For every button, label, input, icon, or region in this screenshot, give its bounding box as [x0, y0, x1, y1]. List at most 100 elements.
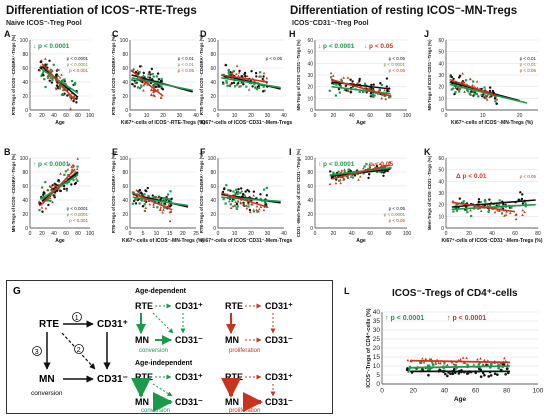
data-point: [499, 362, 502, 365]
data-point: [458, 87, 461, 91]
data-point: [523, 200, 526, 204]
rte-node: RTE: [39, 319, 59, 330]
regression-line-red: [221, 192, 268, 208]
data-point: [456, 87, 459, 91]
data-point: [370, 83, 373, 87]
data-point: [170, 197, 173, 200]
mn-node-red-ind: MN: [225, 397, 239, 407]
circle-1: 1: [75, 315, 79, 322]
p-value-label: p < 0.05: [520, 68, 537, 73]
data-point: [242, 83, 245, 86]
data-point: [158, 196, 161, 199]
circle-3: 3: [35, 349, 39, 356]
x-tick-label: 40: [193, 113, 199, 119]
y-tick-label: 20: [210, 212, 216, 218]
data-point: [246, 188, 249, 192]
data-point: [75, 101, 78, 104]
data-point: [62, 93, 65, 96]
data-point: [153, 195, 157, 199]
data-point: [41, 186, 44, 189]
x-axis-label: Ki67⁺-cells of ICOS⁻-RTE-Tregs (%): [121, 120, 206, 126]
data-point: [333, 82, 336, 85]
regression-line-red: [331, 78, 391, 97]
x-tick-label: 60: [512, 231, 518, 237]
y-tick-label: 30: [438, 73, 444, 79]
left-header-subtitle: Naive ICOS⁻-Treg Pool: [6, 20, 82, 27]
x-tick-label: 0: [129, 113, 132, 119]
data-point: [236, 190, 240, 194]
data-point: [76, 172, 79, 176]
data-point: [457, 88, 461, 91]
data-point: [461, 356, 465, 359]
data-point: [487, 375, 491, 378]
mn-node-green-ind: MN: [135, 397, 149, 407]
y-tick-label: 10: [373, 363, 381, 370]
x-axis-label: Age: [454, 396, 467, 403]
data-point: [169, 210, 172, 213]
panel-label-B: B: [4, 147, 11, 157]
panel-label-C: C: [112, 29, 119, 39]
data-point: [469, 93, 472, 96]
regression-line-red: [131, 70, 164, 97]
x-axis-label: Age: [356, 238, 366, 244]
data-point: [496, 209, 499, 212]
x-tick-label: 60: [63, 113, 69, 119]
p-value-label: p < 0.05: [178, 68, 195, 73]
age-independent-label: Age-independent: [135, 360, 193, 367]
chart-L: L ICOS⁻-Tregs of CD4⁺-cells 0 5 10 15 20 25 30 35…: [344, 286, 544, 403]
y-tick-label: 20: [122, 94, 128, 100]
data-point: [443, 362, 446, 365]
p-value-label: p < 0.001: [69, 68, 88, 73]
x-tick-label: 15: [167, 231, 173, 237]
data-point: [466, 88, 469, 91]
data-point: [156, 88, 160, 91]
data-point: [343, 170, 346, 173]
data-point: [224, 63, 228, 67]
conversion-caption-green-ind: conversion: [141, 408, 170, 413]
data-point: [152, 205, 156, 208]
data-point: [159, 207, 162, 211]
data-point: [168, 205, 172, 208]
y-tick-label: 80: [210, 52, 216, 58]
x-tick-label: 20: [331, 113, 337, 119]
data-point: [37, 200, 41, 203]
data-point: [510, 206, 513, 209]
data-point: [339, 85, 342, 88]
y-tick-label: 80: [122, 170, 128, 176]
data-point: [368, 166, 372, 169]
data-point: [64, 86, 67, 90]
data-point: [252, 194, 255, 197]
data-point: [454, 91, 457, 94]
data-point: [500, 362, 504, 365]
data-point: [158, 83, 161, 87]
data-point: [231, 73, 235, 76]
data-point: [484, 96, 488, 100]
data-point: [245, 204, 248, 207]
data-point: [143, 193, 146, 196]
data-point: [51, 76, 54, 80]
data-point: [41, 71, 45, 74]
x-tick-label: 60: [367, 113, 373, 119]
y-tick-label: 35: [373, 318, 381, 325]
data-point: [455, 209, 458, 212]
data-point: [464, 79, 468, 82]
data-point: [76, 179, 79, 182]
data-point: [64, 170, 68, 173]
y-axis-label: ICOS⁻-Tregs of CD4⁺-cells (%): [365, 308, 372, 387]
data-point: [243, 73, 246, 76]
y-tick-label: 25: [373, 336, 381, 343]
data-point: [382, 171, 386, 174]
data-point: [328, 182, 332, 186]
data-point: [342, 178, 345, 181]
data-point: [250, 70, 253, 73]
y-tick-label: 20: [373, 345, 381, 352]
data-point: [57, 178, 60, 182]
data-point: [47, 203, 50, 207]
data-point: [406, 358, 410, 362]
data-point: [69, 95, 72, 99]
p-value-label: p < 0.05: [389, 56, 406, 61]
data-point: [229, 82, 233, 86]
data-point: [453, 92, 456, 96]
